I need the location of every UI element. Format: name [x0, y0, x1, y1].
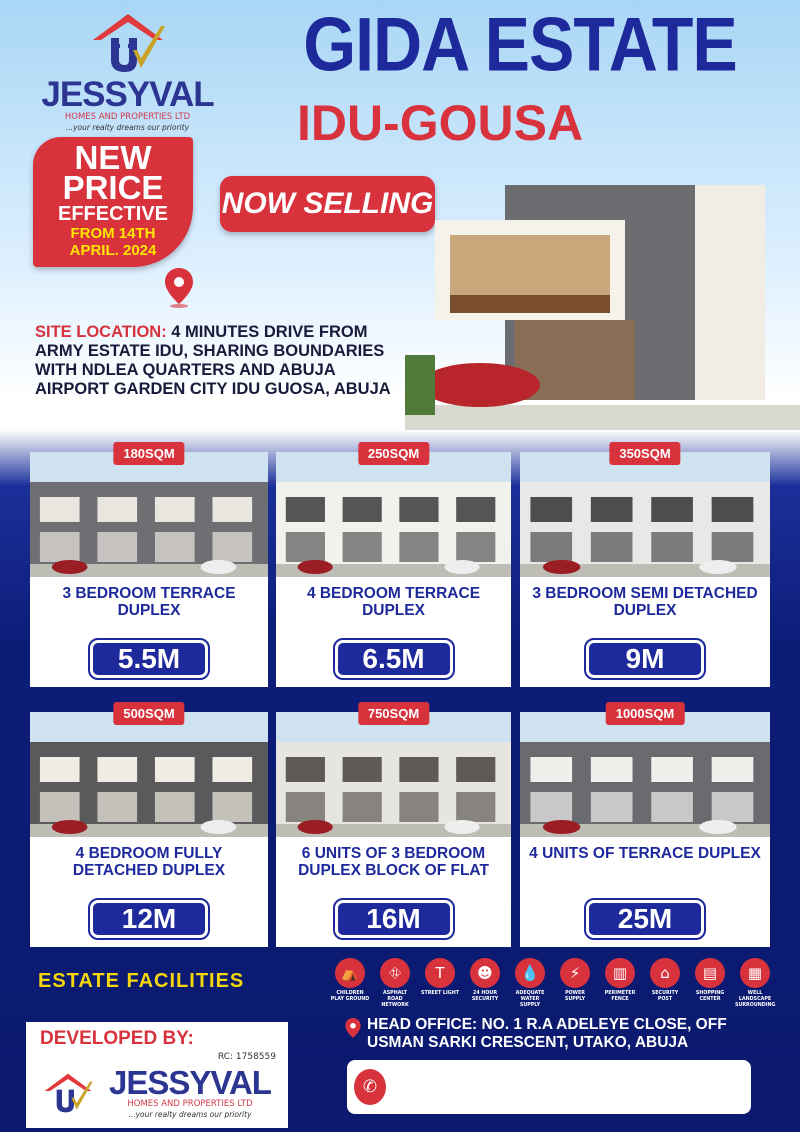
- listing-title: 4 BEDROOM FULLY DETACHED DUPLEX: [72, 845, 226, 879]
- rc-number: RC: 1758559: [217, 1052, 276, 1062]
- brand-tagline: ...your realty dreams our priority: [65, 123, 190, 132]
- price-pill: 6.5M: [332, 638, 455, 680]
- office-line: HEAD OFFICE: NO. 1 R.A ADELEYE CLOSE, OF…: [367, 1016, 727, 1033]
- size-badge: 350SQM: [609, 442, 681, 465]
- new-price-badge: NEW PRICE EFFECTIVE FROM 14TH APRIL. 202…: [33, 137, 193, 267]
- page-subtitle: IDU-GOUSA: [296, 95, 584, 151]
- size-badge: 250SQM: [357, 442, 430, 465]
- site-location: SITE LOCATION: 4 MINUTES DRIVE FROM ARMY…: [35, 323, 405, 399]
- listing-card: 500SQM 4 BEDROOM FULLY DETACHED DUPLEX 1…: [30, 702, 268, 947]
- facility-label: ADEQUATE WATER SUPPLY: [515, 991, 545, 1008]
- listing-card: 350SQM 3 BEDROOM SEMI DETACHED DUPLEX 9M: [520, 442, 770, 687]
- facility-item: ⌂ SECURITY POST: [645, 958, 685, 1009]
- facility-label: PERIMETER FENCE: [604, 991, 636, 1002]
- price-pill: 9M: [584, 638, 706, 680]
- landscape-icon: ▦: [740, 958, 770, 988]
- listing-title: 4 BEDROOM TERRACE DUPLEX: [306, 585, 481, 619]
- location-pin-icon: [345, 1018, 361, 1038]
- location-pin-icon: [165, 268, 193, 308]
- promo-line: PRICE: [62, 169, 164, 206]
- brand-name: JESSYVAL: [41, 75, 214, 114]
- office-line: USMAN SARKI CRESCENT, UTAKO, ABUJA: [367, 1034, 689, 1051]
- promo-date: APRIL. 2024: [69, 242, 157, 259]
- listing-title: 3 BEDROOM TERRACE DUPLEX: [62, 585, 236, 619]
- facility-label: SHOPPING CENTER: [695, 991, 725, 1002]
- phone-icon: ✆: [354, 1069, 386, 1105]
- facilities-heading: ESTATE FACILITIES: [38, 970, 245, 992]
- site-location-text: 4 MINUTES DRIVE FROM ARMY ESTATE IDU, SH…: [35, 323, 391, 398]
- house-image: [276, 712, 511, 837]
- house-image: [520, 712, 770, 837]
- facility-label: STREET LIGHT: [421, 991, 459, 996]
- fence-icon: ▥: [605, 958, 635, 988]
- listing-card: 180SQM 3 BEDROOM TERRACE DUPLEX 5.5M: [30, 442, 268, 687]
- promo-date: FROM 14TH: [70, 225, 156, 242]
- promo-line: NEW: [74, 139, 152, 176]
- hero-house-image: [405, 185, 800, 430]
- shop-icon: ▤: [695, 958, 725, 988]
- facility-item: ⛺ CHILDREN PLAY GROUND: [330, 958, 370, 1009]
- price-pill: 25M: [584, 898, 706, 940]
- house-logo-icon: [44, 1073, 93, 1113]
- promo-line: EFFECTIVE: [57, 203, 168, 225]
- playground-icon: ⛺: [335, 958, 365, 988]
- facility-item: ⚡ POWER SUPPLY: [555, 958, 595, 1009]
- house-logo-icon: [92, 14, 165, 72]
- security-post-icon: ⌂: [650, 958, 680, 988]
- price-pill: 16M: [332, 898, 455, 940]
- brand-logo: JESSYVAL HOMES AND PROPERTIES LTD ...you…: [30, 8, 225, 132]
- facility-item: ▤ SHOPPING CENTER: [690, 958, 730, 1009]
- listing-card: 1000SQM 4 UNITS OF TERRACE DUPLEX 25M: [520, 702, 770, 947]
- developer-box: DEVELOPED BY: RC: 1758559 JESSYVAL HOMES…: [26, 1022, 288, 1128]
- site-location-label: SITE LOCATION:: [35, 323, 167, 341]
- page-title: GIDA ESTATE: [303, 2, 738, 88]
- developer-brand: JESSYVAL HOMES AND PROPERTIES LTD ...you…: [100, 1064, 280, 1119]
- house-image: [30, 452, 268, 577]
- brand-tagline: ...your realty dreams our priority: [128, 1110, 252, 1119]
- facility-label: 24 HOUR SECURITY: [471, 991, 499, 1002]
- house-image: [520, 452, 770, 577]
- road-icon: ⛗: [380, 958, 410, 988]
- listing-title: 3 BEDROOM SEMI DETACHED DUPLEX: [532, 585, 758, 619]
- price-pill: 5.5M: [88, 638, 210, 680]
- house-image: [30, 712, 268, 837]
- listing-card: 750SQM 6 UNITS OF 3 BEDROOM DUPLEX BLOCK…: [276, 702, 511, 947]
- facility-item: 💧 ADEQUATE WATER SUPPLY: [510, 958, 550, 1009]
- facility-item: T STREET LIGHT: [420, 958, 460, 1009]
- listing-title: 4 UNITS OF TERRACE DUPLEX: [529, 845, 761, 862]
- facility-label: WELL LANDSCAPE SURROUNDING: [735, 991, 776, 1008]
- facility-label: CHILDREN PLAY GROUND: [330, 991, 370, 1002]
- water-drop-icon: 💧: [515, 958, 545, 988]
- facility-label: POWER SUPPLY: [564, 991, 586, 1002]
- facility-label: SECURITY POST: [651, 991, 679, 1002]
- size-badge: 500SQM: [113, 702, 185, 725]
- size-badge: 750SQM: [357, 702, 430, 725]
- facility-item: ▦ WELL LANDSCAPE SURROUNDING: [735, 958, 775, 1009]
- price-pill: 12M: [88, 898, 210, 940]
- bulb-icon: ⚡: [560, 958, 590, 988]
- brand-subtitle: HOMES AND PROPERTIES LTD: [64, 112, 191, 122]
- guard-icon: ☻: [470, 958, 500, 988]
- facilities-list: ⛺ CHILDREN PLAY GROUND ⛗ ASPHALT ROAD NETWO…: [330, 958, 775, 1009]
- now-selling-badge: NOW SELLING: [220, 176, 435, 232]
- street-light-icon: T: [425, 958, 455, 988]
- head-office-address: HEAD OFFICE: NO. 1 R.A ADELEYE CLOSE, OF…: [345, 1016, 727, 1052]
- phone-box: ✆: [347, 1060, 751, 1114]
- brand-subtitle: HOMES AND PROPERTIES LTD: [127, 1099, 253, 1109]
- size-badge: 180SQM: [113, 442, 185, 465]
- developer-label: DEVELOPED BY:: [40, 1028, 194, 1049]
- house-image: [276, 452, 511, 577]
- listing-title: 6 UNITS OF 3 BEDROOM DUPLEX BLOCK OF FLA…: [298, 845, 489, 879]
- facility-label: ASPHALT ROAD NETWORK: [381, 991, 409, 1008]
- size-badge: 1000SQM: [605, 702, 685, 725]
- listing-card: 250SQM 4 BEDROOM TERRACE DUPLEX 6.5M: [276, 442, 511, 687]
- facility-item: ⛗ ASPHALT ROAD NETWORK: [375, 958, 415, 1009]
- facility-item: ☻ 24 HOUR SECURITY: [465, 958, 505, 1009]
- brand-name: JESSYVAL: [109, 1064, 272, 1101]
- facility-item: ▥ PERIMETER FENCE: [600, 958, 640, 1009]
